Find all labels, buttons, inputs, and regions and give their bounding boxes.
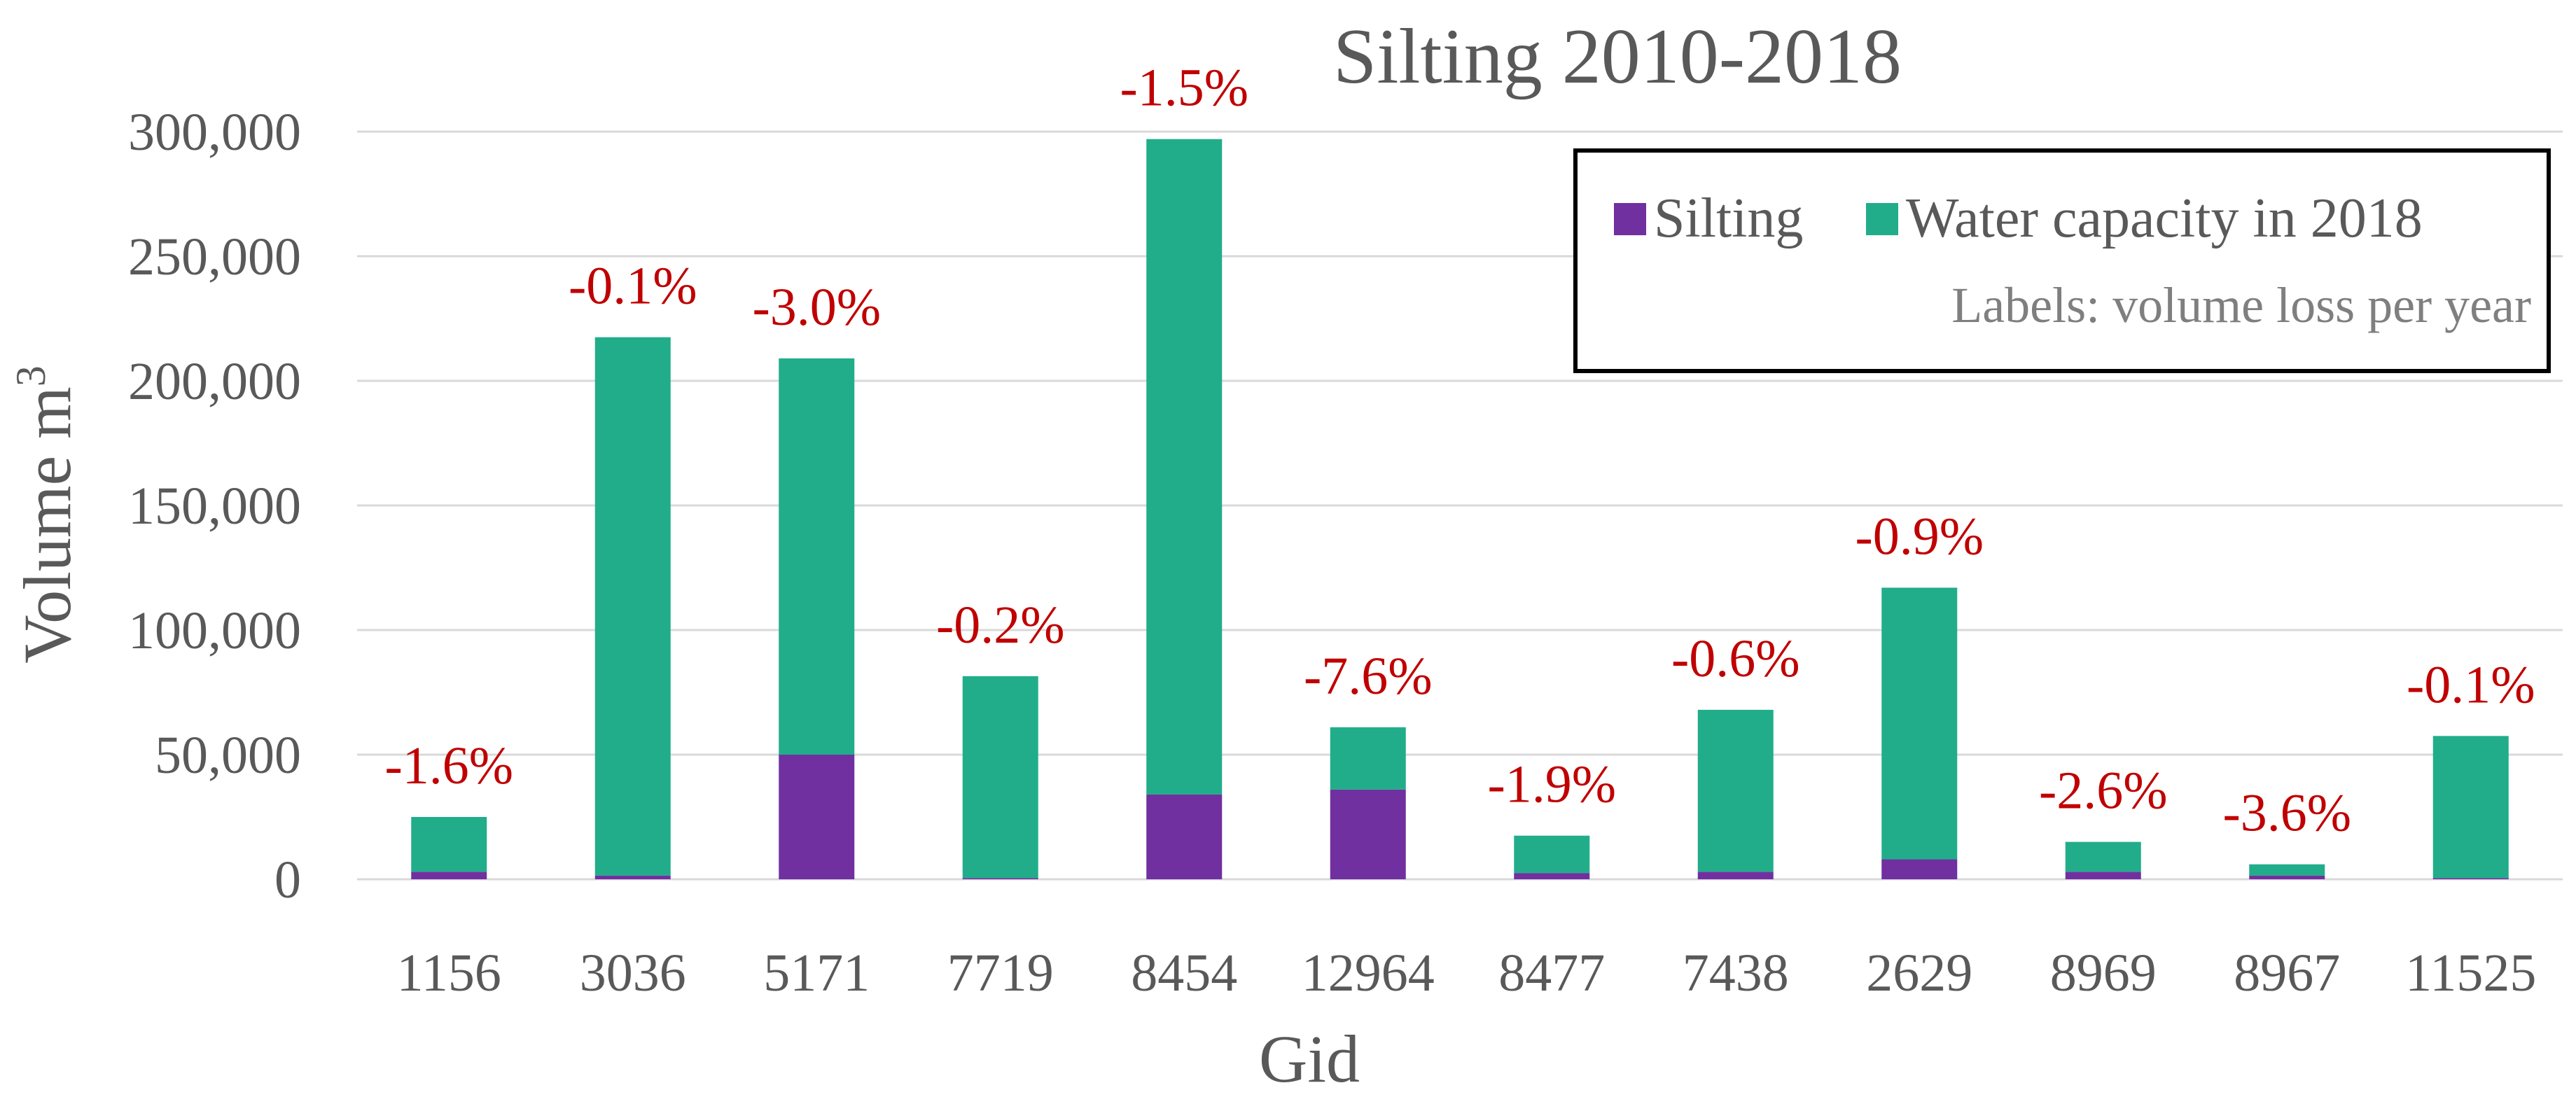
data-label-7438: -0.6% <box>1671 629 1800 688</box>
bars <box>411 139 2509 879</box>
bar-water-capacity-2629 <box>1881 587 1958 860</box>
x-tick-label: 12964 <box>1302 944 1435 1002</box>
bar-silting-8969 <box>2065 872 2141 879</box>
legend-label-water-capacity: Water capacity in 2018 <box>1906 188 2423 249</box>
bar-silting-5171 <box>779 755 855 879</box>
y-tick-label: 50,000 <box>155 726 301 785</box>
legend-label-silting: Silting <box>1654 188 1803 249</box>
x-tick-label: 7438 <box>1683 944 1789 1002</box>
bar-silting-1156 <box>411 872 487 879</box>
bar-silting-7438 <box>1697 872 1774 879</box>
legend-note: Labels: volume loss per year <box>1951 277 2531 333</box>
y-axis-title: Volume m3 <box>8 365 85 664</box>
data-label-8967: -3.6% <box>2222 784 2351 843</box>
legend-swatch-water-capacity <box>1866 203 1898 235</box>
data-label-2629: -0.9% <box>1855 507 1984 566</box>
y-axis-title-text: Volume m <box>10 386 85 664</box>
bar-silting-8967 <box>2249 875 2325 879</box>
data-label-5171: -3.0% <box>752 278 881 337</box>
chart-title: Silting 2010-2018 <box>1333 13 1902 100</box>
bar-water-capacity-8454 <box>1146 139 1223 795</box>
bar-water-capacity-5171 <box>779 358 855 755</box>
bar-water-capacity-8969 <box>2065 841 2141 872</box>
x-tick-label: 5171 <box>763 944 870 1002</box>
bar-silting-12964 <box>1330 789 1406 879</box>
data-label-1156: -1.6% <box>384 736 513 795</box>
x-tick-label: 8969 <box>2050 944 2157 1002</box>
x-axis-ticks: 1156 3036 5171 7719 8454 12964 8477 7438 2629 896… <box>397 944 2537 1002</box>
bar-silting-11525 <box>2432 878 2509 879</box>
bar-water-capacity-11525 <box>2432 736 2509 879</box>
y-tick-label: 100,000 <box>128 601 301 660</box>
legend-frame <box>1573 148 2551 373</box>
x-tick-label: 3036 <box>580 944 686 1002</box>
x-tick-label: 7719 <box>947 944 1054 1002</box>
data-label-8969: -2.6% <box>2039 762 2168 820</box>
x-tick-label: 11525 <box>2405 944 2536 1002</box>
data-label-8454: -1.5% <box>1120 59 1248 118</box>
data-label-12964: -7.6% <box>1304 647 1433 706</box>
y-tick-label: 300,000 <box>128 103 301 162</box>
y-tick-label: 0 <box>274 851 301 909</box>
legend-swatch-silting <box>1614 203 1646 235</box>
gridlines <box>357 130 2563 881</box>
x-tick-label: 8454 <box>1131 944 1237 1002</box>
y-axis-title-superscript: 3 <box>8 365 54 386</box>
data-label-11525: -0.1% <box>2407 655 2535 714</box>
x-tick-label: 8967 <box>2234 944 2340 1002</box>
data-labels: -1.6% -0.1% -3.0% -0.2% -1.5% -7.6% -1.9% -0.6%… <box>384 59 2535 843</box>
bar-silting-8477 <box>1514 873 1590 879</box>
x-tick-label: 2629 <box>1866 944 1972 1002</box>
x-tick-label: 1156 <box>397 944 501 1002</box>
x-axis-title: Gid <box>1259 1021 1360 1096</box>
x-tick-label: 8477 <box>1498 944 1605 1002</box>
bar-water-capacity-8967 <box>2249 864 2325 876</box>
bar-water-capacity-7719 <box>962 676 1038 879</box>
y-axis-ticks: 0 50,000 100,000 150,000 200,000 250,000 300,0… <box>128 103 301 909</box>
data-label-7719: -0.2% <box>936 596 1065 655</box>
y-tick-label: 200,000 <box>128 352 301 411</box>
bar-silting-2629 <box>1881 859 1958 879</box>
legend: Silting Water capacity in 2018 Labels: v… <box>1573 148 2551 373</box>
data-label-8477: -1.9% <box>1487 755 1616 814</box>
bar-silting-3036 <box>594 875 671 879</box>
bar-water-capacity-3036 <box>594 337 671 876</box>
data-label-3036: -0.1% <box>569 257 697 316</box>
y-tick-label: 250,000 <box>128 228 301 286</box>
bar-silting-8454 <box>1146 794 1223 879</box>
bar-water-capacity-12964 <box>1330 727 1406 790</box>
bar-water-capacity-1156 <box>411 817 487 872</box>
y-tick-label: 150,000 <box>128 477 301 536</box>
bar-water-capacity-8477 <box>1514 835 1590 874</box>
bar-silting-7719 <box>962 878 1038 879</box>
bar-water-capacity-7438 <box>1697 709 1774 872</box>
